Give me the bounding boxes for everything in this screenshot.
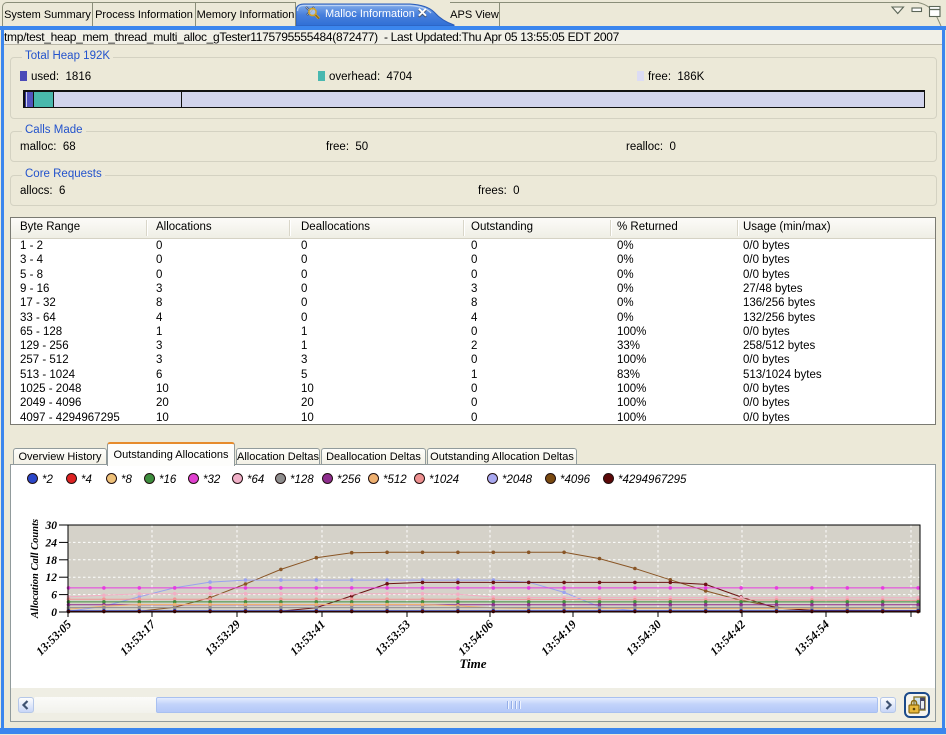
svg-text:13:54:54: 13:54:54: [791, 617, 832, 658]
svg-text:13:53:53: 13:53:53: [372, 617, 413, 658]
svg-text:13:54:42: 13:54:42: [707, 617, 748, 658]
svg-text:Allocation Call Counts: Allocation Call Counts: [30, 519, 41, 619]
svg-text:13:53:17: 13:53:17: [117, 617, 159, 659]
svg-text:0: 0: [51, 607, 57, 619]
svg-text:Time: Time: [460, 656, 487, 671]
svg-text:30: 30: [45, 520, 58, 532]
svg-text:13:53:29: 13:53:29: [202, 617, 243, 658]
svg-text:13:54:06: 13:54:06: [455, 617, 496, 658]
svg-text:13:54:19: 13:54:19: [538, 617, 579, 658]
svg-text:13:53:05: 13:53:05: [33, 617, 74, 658]
svg-text:24: 24: [45, 537, 58, 549]
svg-text:12: 12: [46, 572, 58, 584]
svg-text:13:53:41: 13:53:41: [287, 617, 328, 658]
svg-text:13:54:30: 13:54:30: [623, 617, 664, 658]
svg-text:18: 18: [46, 555, 58, 567]
svg-text:6: 6: [51, 590, 57, 602]
